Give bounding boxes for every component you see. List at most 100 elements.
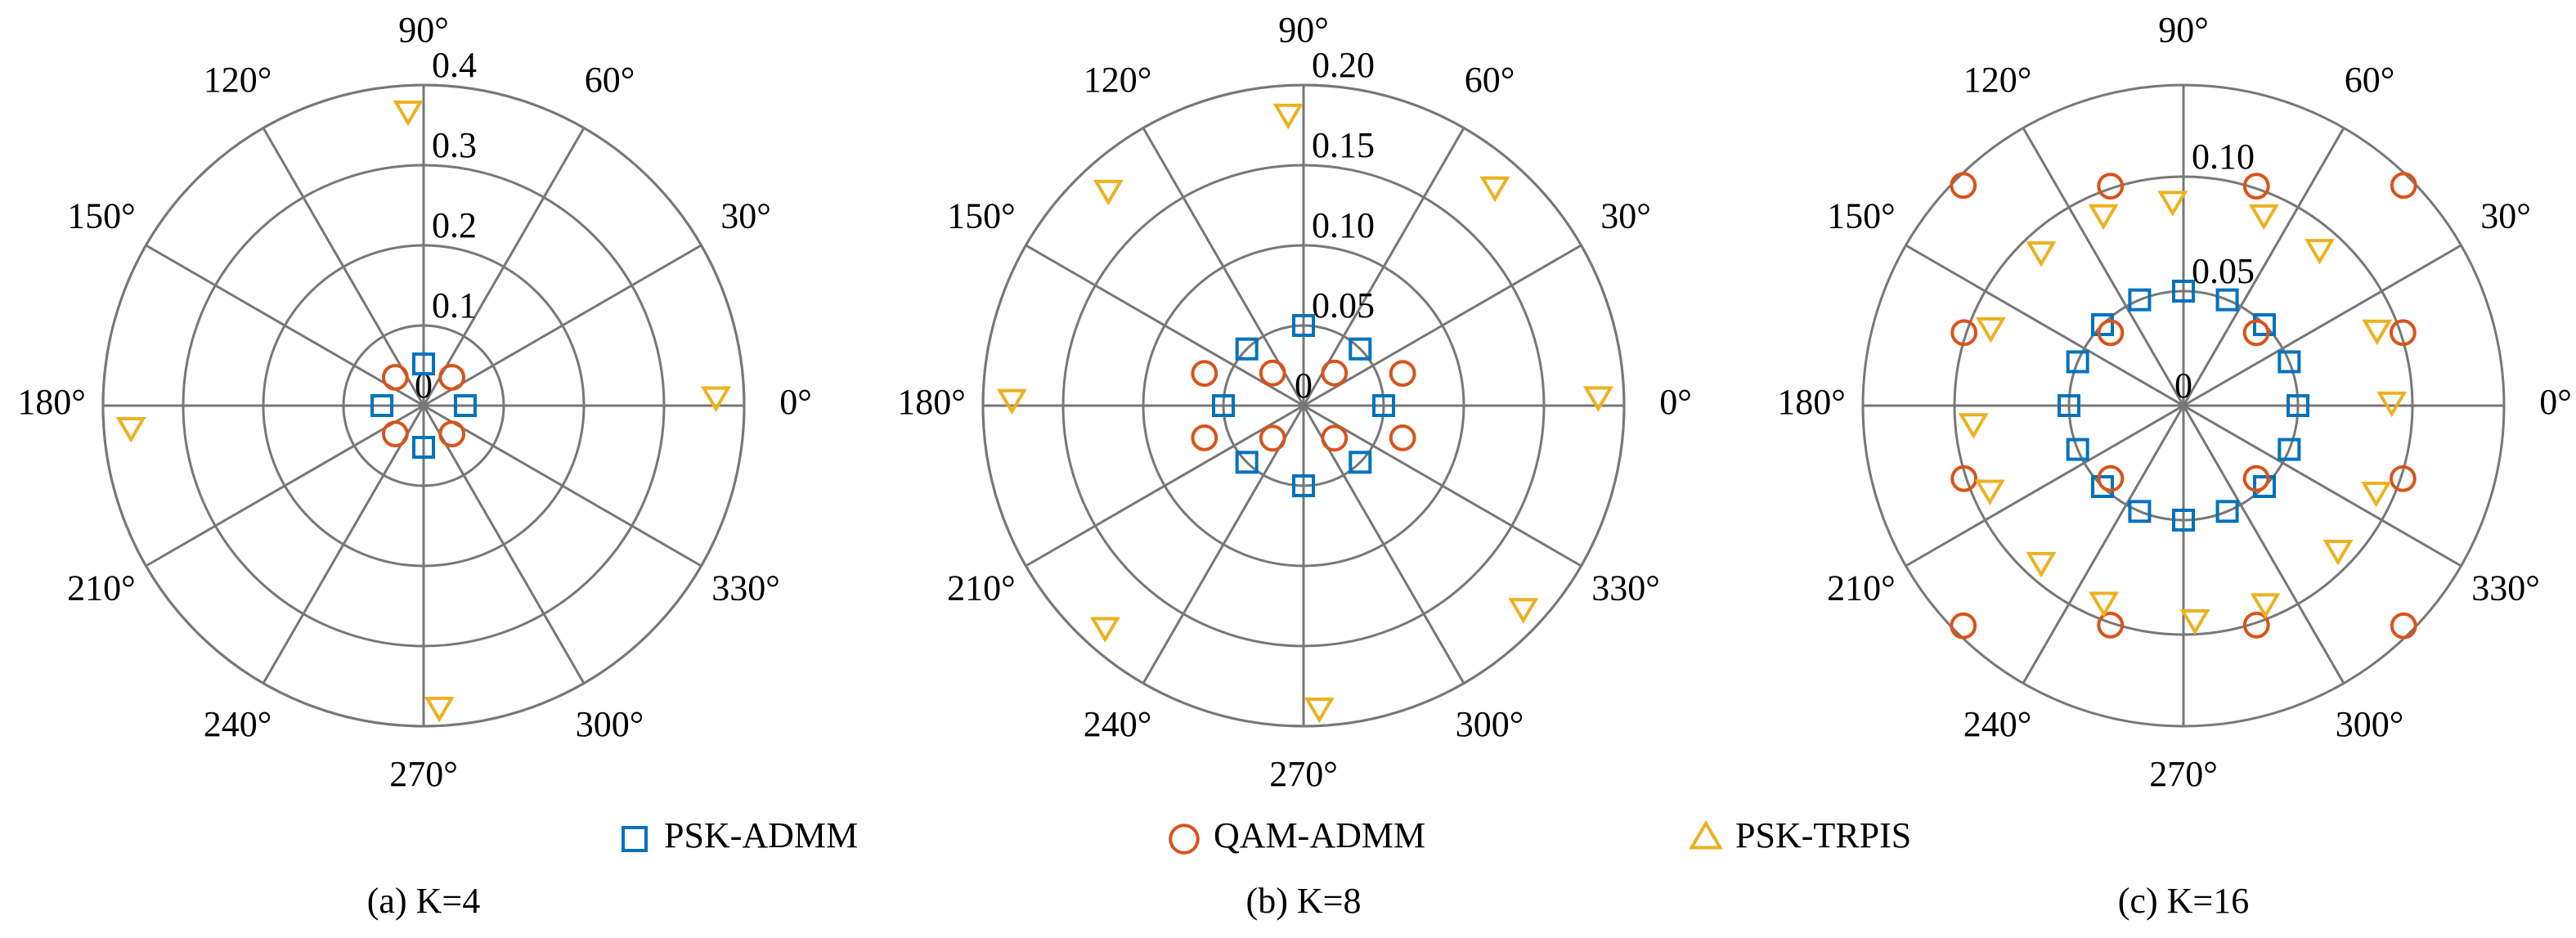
- theta-grid-line: [2183, 404, 2462, 568]
- marker-circle: [2390, 172, 2417, 200]
- marker-square: [1349, 337, 1372, 361]
- marker-circle: [2242, 319, 2270, 347]
- r-tick-label: 0.05: [1312, 285, 1375, 325]
- marker-triangle: [1958, 413, 1989, 439]
- r-grid-ring: [262, 244, 586, 568]
- r-grid-ring: [2067, 289, 2300, 522]
- r-grid-ring: [342, 324, 505, 487]
- r-grid-ring: [182, 164, 666, 648]
- marker-square: [453, 394, 477, 417]
- marker-circle: [1950, 465, 1978, 492]
- marker-triangle: [1479, 176, 1510, 203]
- theta-tick-label: 0°: [2539, 382, 2572, 422]
- marker-triangle: [2089, 591, 2120, 617]
- marker-triangle: [2026, 551, 2057, 578]
- r-grid-ring: [101, 83, 746, 728]
- marker-square: [2091, 313, 2115, 337]
- theta-tick-label: 150°: [1827, 196, 1896, 236]
- marker-circle: [2242, 611, 2270, 639]
- marker-square: [622, 826, 648, 852]
- marker-triangle: [1975, 316, 2006, 343]
- marker-circle: [2097, 611, 2125, 639]
- marker-triangle: [2026, 241, 2057, 267]
- marker-triangle: [1093, 179, 1124, 206]
- r-tick-label: 0.10: [2192, 137, 2255, 177]
- marker-square: [412, 435, 435, 459]
- theta-tick-label: 90°: [398, 10, 449, 50]
- theta-tick-label: 60°: [585, 60, 635, 100]
- marker-circle: [2097, 465, 2125, 492]
- marker-triangle: [2361, 481, 2392, 508]
- marker-circle: [1259, 424, 1286, 452]
- marker-circle: [1950, 612, 1977, 640]
- marker-triangle: [996, 388, 1027, 415]
- marker-square: [2287, 394, 2309, 417]
- marker-square: [1372, 394, 1395, 417]
- theta-tick-label: 240°: [1084, 704, 1152, 744]
- marker-circle: [2097, 173, 2125, 200]
- theta-tick-label: 180°: [897, 382, 966, 422]
- theta-tick-label: 150°: [67, 196, 136, 236]
- marker-circle: [1389, 360, 1416, 388]
- theta-tick-label: 60°: [1465, 60, 1515, 100]
- marker-square: [2278, 438, 2301, 461]
- marker-triangle: [2376, 391, 2408, 418]
- theta-tick-label: 120°: [204, 60, 272, 100]
- marker-square: [2128, 500, 2152, 523]
- marker-triangle: [1272, 103, 1304, 130]
- r-tick-label: 0: [415, 366, 433, 406]
- r-grid-ring: [1061, 164, 1546, 648]
- r-grid-ring: [1142, 244, 1465, 568]
- theta-tick-label: 270°: [1269, 754, 1338, 794]
- marker-triangle: [1089, 617, 1120, 643]
- r-tick-label: 0.1: [432, 285, 477, 325]
- marker-triangle: [2179, 609, 2210, 635]
- marker-circle: [438, 363, 466, 391]
- r-tick-label: 0: [2174, 366, 2192, 406]
- marker-square: [2058, 394, 2080, 417]
- theta-tick-label: 330°: [711, 568, 780, 608]
- marker-circle: [381, 420, 409, 448]
- theta-tick-label: 270°: [2149, 754, 2218, 794]
- marker-triangle: [2088, 204, 2119, 231]
- theta-tick-label: 0°: [1659, 382, 1692, 422]
- theta-tick-label: 0°: [779, 382, 812, 422]
- caption: (a) K=4: [367, 881, 480, 921]
- marker-square: [1349, 451, 1372, 474]
- marker-triangle: [1974, 479, 2005, 505]
- marker-square: [2252, 474, 2276, 498]
- marker-circle: [2389, 465, 2417, 492]
- marker-circle: [381, 363, 409, 391]
- r-tick-label: 0.05: [2192, 251, 2255, 291]
- marker-triangle: [2322, 540, 2354, 566]
- r-tick-label: 0.20: [1312, 45, 1375, 85]
- marker-square: [2172, 509, 2195, 532]
- marker-triangle: [2248, 204, 2279, 231]
- theta-tick-label: 120°: [1963, 60, 2032, 100]
- marker-square: [2128, 288, 2152, 312]
- marker-square: [370, 394, 394, 417]
- theta-grid-line: [2182, 127, 2345, 406]
- theta-tick-label: 30°: [1600, 196, 1651, 236]
- theta-grid-line: [2022, 405, 2185, 684]
- marker-triangle: [2362, 319, 2393, 346]
- r-tick-label: 0.2: [432, 205, 477, 245]
- theta-tick-label: 150°: [947, 196, 1016, 236]
- marker-triangle: [2157, 191, 2188, 217]
- marker-circle: [1950, 319, 1978, 347]
- theta-tick-label: 270°: [389, 754, 458, 794]
- marker-triangle: [1689, 819, 1723, 850]
- legend-label: QAM-ADMM: [1214, 815, 1425, 855]
- marker-square: [2091, 474, 2115, 498]
- theta-tick-label: 300°: [2336, 704, 2404, 744]
- marker-circle: [2097, 319, 2125, 347]
- caption: (c) K=16: [2118, 881, 2249, 921]
- r-tick-label: 0.3: [432, 125, 477, 165]
- marker-square: [2215, 500, 2239, 523]
- r-tick-label: 0: [1295, 366, 1313, 406]
- theta-tick-label: 180°: [1777, 382, 1846, 422]
- theta-tick-label: 30°: [720, 196, 771, 236]
- marker-triangle: [1582, 386, 1613, 412]
- marker-square: [2066, 438, 2089, 461]
